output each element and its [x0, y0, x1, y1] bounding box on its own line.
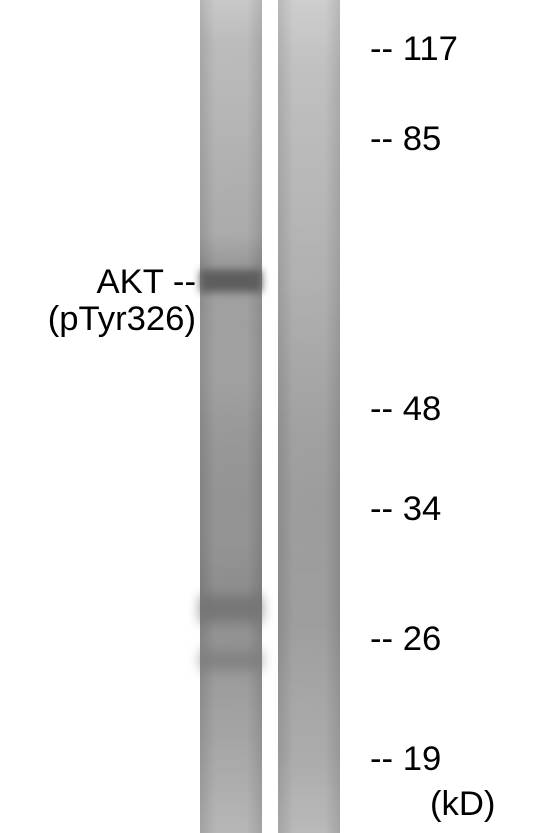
mw-marker-2: -- 48: [370, 390, 441, 429]
lane2-texture: [278, 0, 340, 833]
target-label-line1: AKT --: [97, 263, 196, 302]
unit-label: (kD): [430, 785, 495, 824]
mw-marker-3: -- 34: [370, 490, 441, 529]
mw-marker-5: -- 19: [370, 740, 441, 779]
lane1-band-0: [200, 270, 262, 292]
blot-canvas: AKT -- (pTyr326) -- 117 -- 85 -- 48 -- 34 --…: [0, 0, 542, 833]
lane1-texture: [200, 0, 262, 833]
blot-lane-1: [200, 0, 262, 833]
mw-marker-0: -- 117: [370, 30, 458, 69]
mw-marker-1: -- 85: [370, 120, 441, 159]
target-label-line2: (pTyr326): [48, 300, 196, 339]
mw-marker-4: -- 26: [370, 620, 441, 659]
lane1-band-1: [200, 596, 262, 622]
blot-lane-2: [278, 0, 340, 833]
lane1-band-2: [200, 650, 262, 670]
